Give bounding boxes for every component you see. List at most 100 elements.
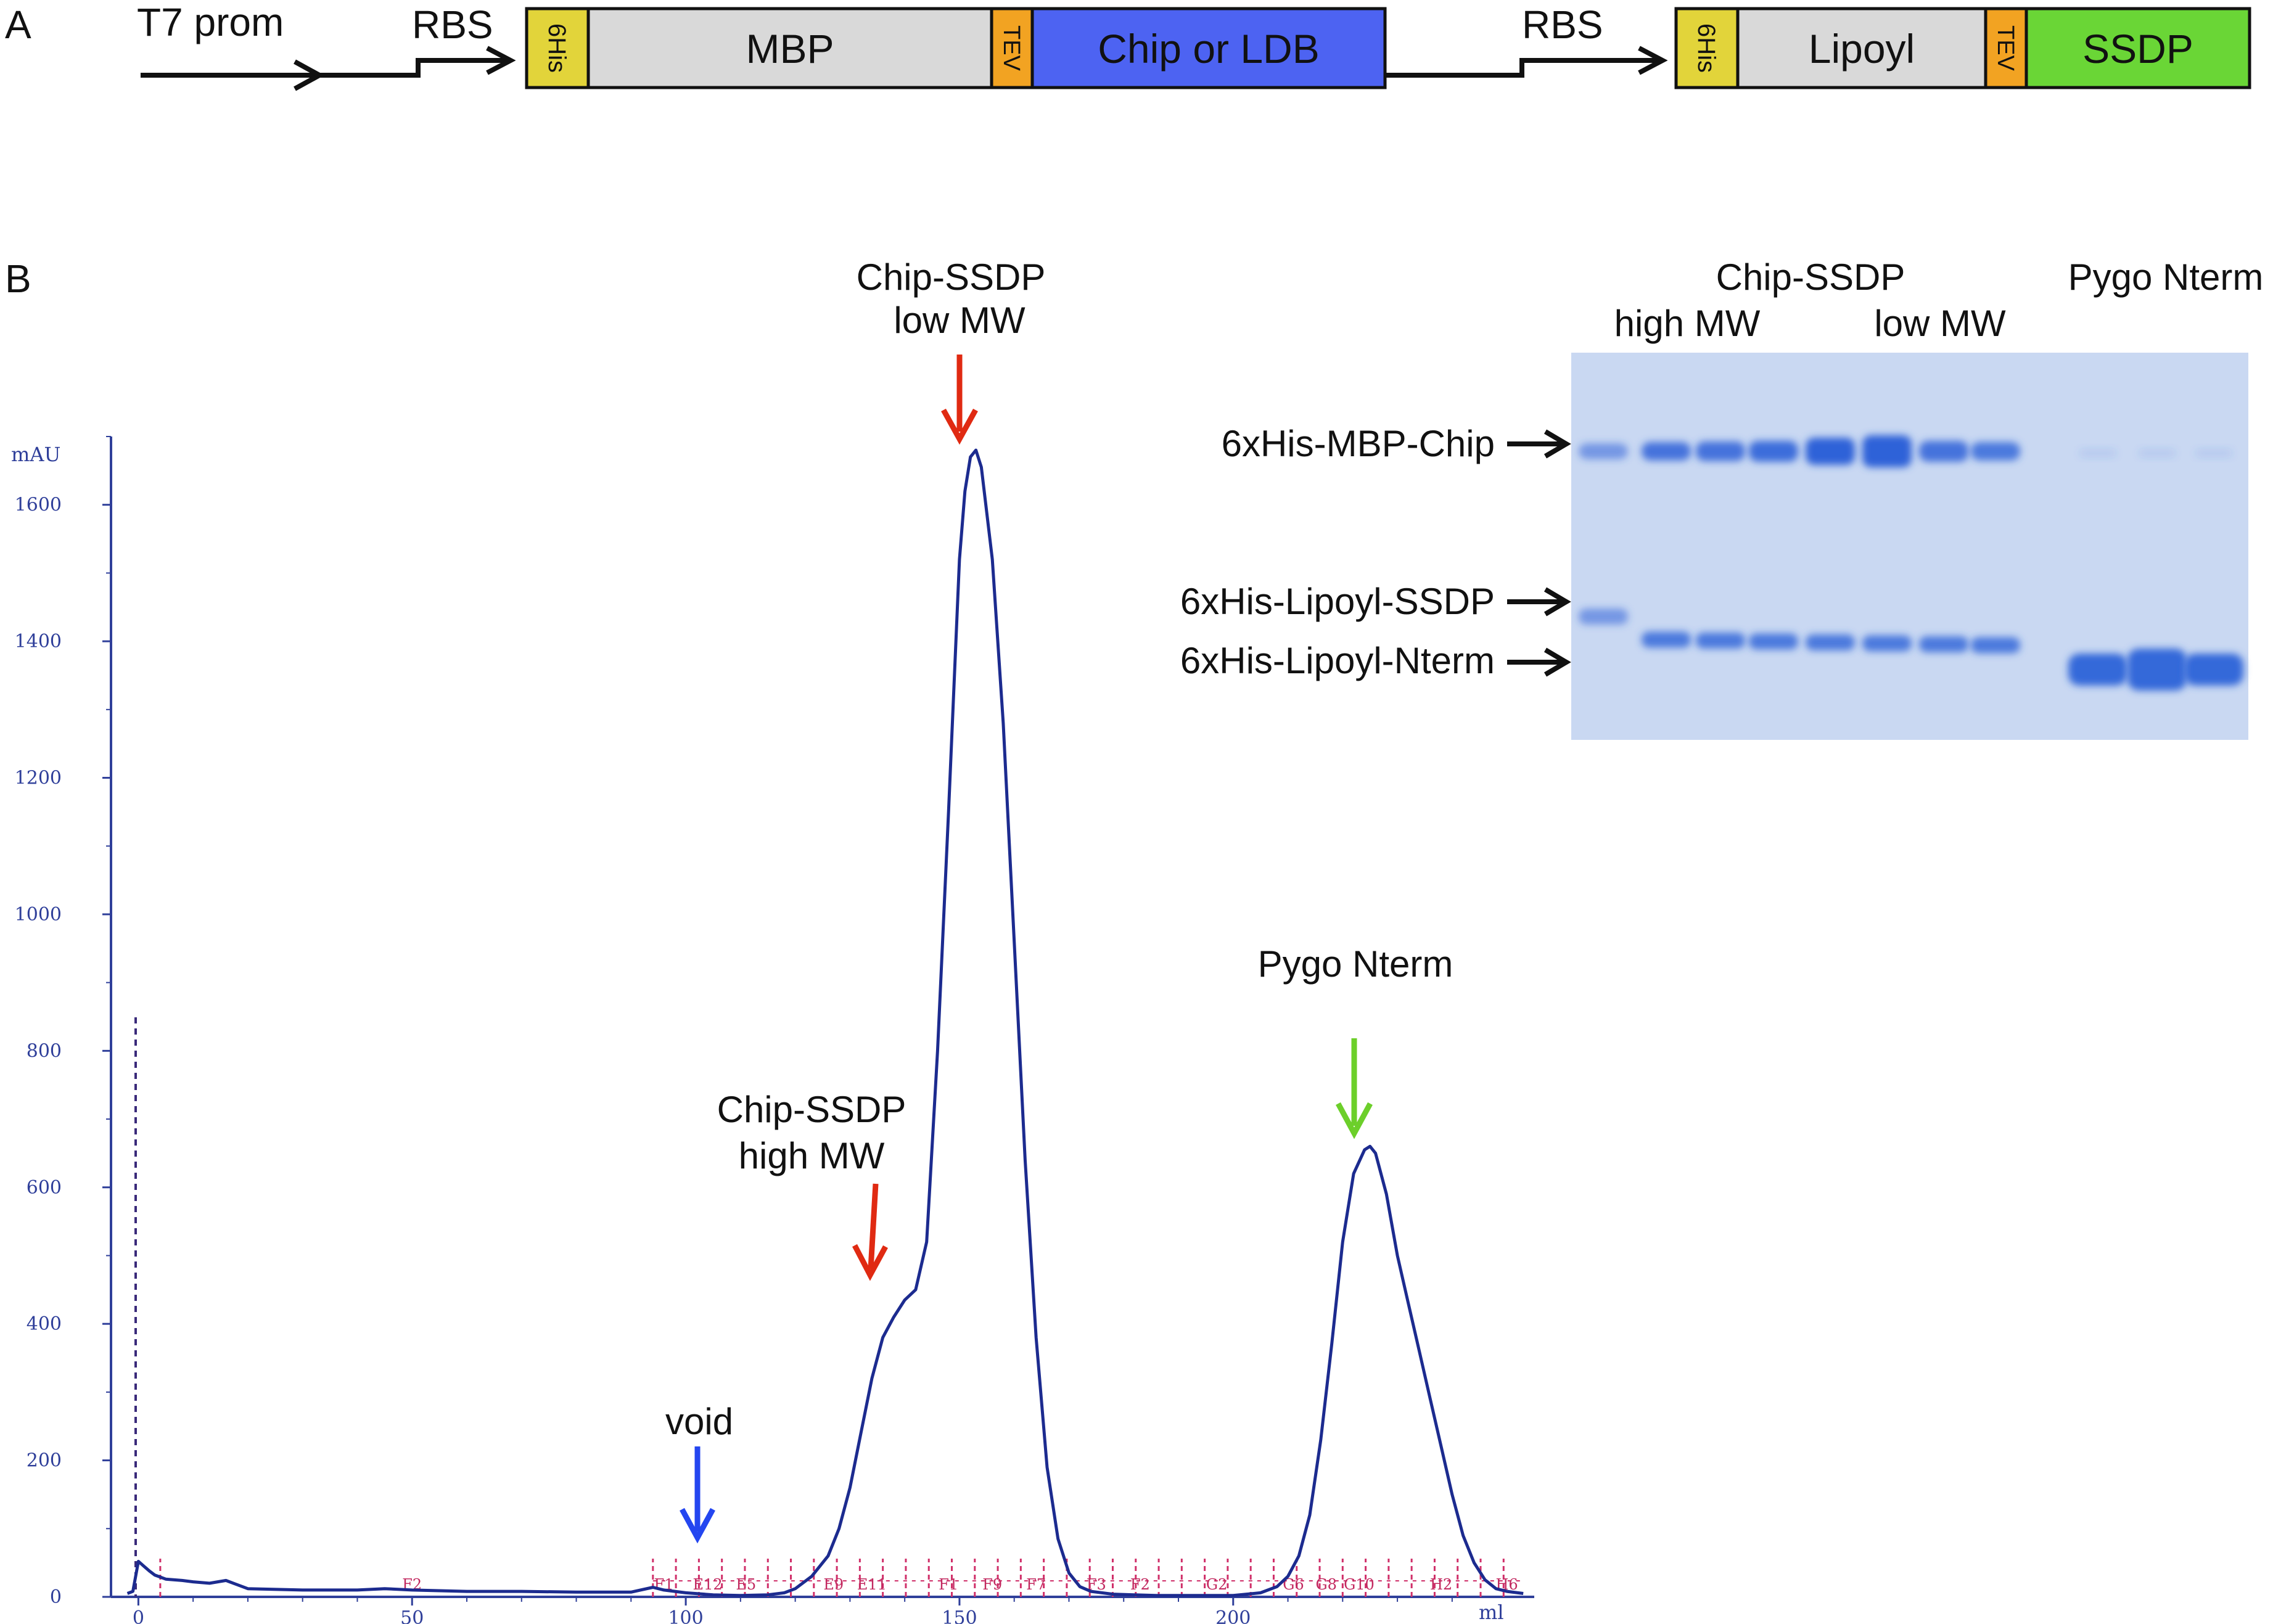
his-tag-box-2 — [1674, 7, 1740, 89]
pygo-arrow — [1336, 1038, 1373, 1139]
fraction-label: E9 — [823, 1576, 844, 1593]
band-label-lipoyl-nterm: 6xHis-Lipoyl-Nterm — [1180, 640, 1495, 681]
gel-band-faint — [2195, 449, 2232, 457]
chip-ldb-label: Chip or LDB — [1098, 26, 1320, 72]
rbs-arrowhead-1 — [486, 46, 516, 75]
gel-bands — [1579, 435, 2243, 691]
high-mw-arrow — [852, 1183, 888, 1281]
band-label-lipoyl-ssdp: 6xHis-Lipoyl-SSDP — [1180, 581, 1495, 622]
gel-band-lipoyl-nterm — [2184, 654, 2243, 686]
x-axis-unit: ml — [1479, 1601, 1504, 1624]
y-tick-label: 400 — [27, 1313, 62, 1335]
gel-header-chip-ssdp: Chip-SSDP — [1716, 256, 1905, 298]
his-tag-label-1: 6His — [543, 23, 570, 73]
gel-header-low-mw: low MW — [1874, 303, 2006, 344]
tev-label-2: TEV — [1992, 25, 2018, 72]
ssdp-box — [2024, 7, 2251, 89]
panel-a-label: A — [5, 2, 31, 47]
uv-trace-line — [126, 448, 1524, 1597]
y-axis-unit: mAU — [11, 443, 60, 466]
gel-band-lipoyl-ssdp — [1862, 635, 1912, 652]
dna-backbone — [141, 46, 1668, 91]
void-arrow — [680, 1446, 715, 1544]
lipoyl-label: Lipoyl — [1809, 26, 1915, 72]
y-tick-label: 800 — [27, 1040, 62, 1062]
construct-1: 6His MBP TEV Chip or LDB — [525, 7, 1387, 89]
x-tick-label: 0 — [133, 1607, 144, 1624]
promoter-label: T7 prom — [137, 0, 284, 44]
gel-inset: Chip-SSDP high MW low MW Pygo Nterm 6xHi… — [1180, 256, 2264, 740]
y-tick-label: 1000 — [15, 904, 62, 925]
gel-band-lipoyl-nterm — [2068, 654, 2127, 686]
y-tick-label: 1400 — [15, 631, 62, 652]
gel-header-high-mw: high MW — [1614, 303, 1761, 344]
gel-band-faint — [2079, 449, 2116, 457]
fraction-label: G8 — [1315, 1576, 1336, 1593]
gel-band-mbp-chip — [1971, 442, 2020, 461]
his-tag-box-1 — [525, 7, 590, 89]
y-tick-label: 0 — [50, 1586, 62, 1608]
gel-band-mbp-chip — [1862, 435, 1912, 467]
band-arrowhead-lipoyl-ssdp — [1543, 587, 1571, 617]
tev-label-1: TEV — [998, 25, 1024, 72]
gel-band-lipoyl-nterm — [2127, 649, 2187, 691]
fraction-label: F2 — [1130, 1576, 1150, 1593]
gel-band-lipoyl-ssdp — [1971, 637, 2020, 654]
gel-band-mbp-chip — [1642, 442, 1691, 461]
band-pointer-arrows — [1507, 429, 1571, 677]
band-label-mbp-chip: 6xHis-MBP-Chip — [1222, 423, 1495, 464]
panel-a: A T7 prom RBS RBS 6His MBP TEV Chip or L… — [5, 0, 2251, 91]
y-tick-label: 1200 — [15, 768, 62, 789]
fraction-label: F1 — [939, 1576, 958, 1593]
chromatogram-chart: mAU ml 0 200 400 600 800 1000 1200 1400 1600 0 50 1… — [11, 436, 1534, 1624]
gel-band-mbp-chip — [1696, 441, 1745, 461]
band-arrowhead-lipoyl-nterm — [1543, 647, 1571, 677]
fraction-label: E5 — [736, 1576, 756, 1593]
x-tick-label: 50 — [400, 1607, 424, 1624]
linker-line — [1385, 58, 1663, 78]
y-tick-label: 600 — [27, 1177, 62, 1199]
gel-band-lipoyl-ssdp — [1919, 636, 1968, 652]
rbs-label-1: RBS — [412, 2, 493, 47]
axis-ticks: 0 200 400 600 800 1000 1200 1400 1600 0 50 100 150 20… — [15, 436, 1453, 1624]
band-arrowhead-mbp-chip — [1543, 429, 1571, 459]
fraction-label: H2 — [1430, 1576, 1452, 1593]
void-label: void — [665, 1401, 733, 1442]
gel-band-mbp-chip — [1919, 441, 1968, 462]
x-tick-label: 150 — [942, 1607, 977, 1624]
rbs-arrow-1 — [319, 58, 511, 78]
x-tick-label: 100 — [668, 1607, 703, 1624]
fraction-label: F9 — [982, 1576, 1002, 1593]
y-tick-label: 1600 — [15, 494, 62, 516]
fraction-labels: F2 F1 E12 E5 E9 E11 F1 F9 F7 F3 F2 G2 G6 G8 G10 H2 H6 — [402, 1576, 1518, 1593]
gel-band-lipoyl-ssdp — [1696, 633, 1745, 649]
lipoyl-box — [1736, 7, 1987, 89]
chromatogram-annotations: Chip-SSDP low MW Chip-SSDP high MW void … — [665, 256, 1453, 1544]
rbs-label-2: RBS — [1522, 2, 1603, 47]
gel-header-pygo: Pygo Nterm — [2068, 256, 2264, 298]
gel-band-mbp-chip — [1806, 438, 1855, 465]
y-tick-label: 200 — [27, 1450, 62, 1472]
mbp-label: MBP — [746, 26, 834, 72]
chip-ldb-box — [1030, 7, 1387, 89]
gel-band-lipoyl-ssdp — [1642, 631, 1691, 648]
gel-band-lipoyl-ssdp — [1749, 633, 1798, 650]
panel-b-label: B — [5, 256, 31, 301]
gel-band-lipoyl-ssdp — [1579, 609, 1628, 625]
construct-2: 6His Lipoyl TEV SSDP — [1674, 7, 2251, 89]
gel-band-faint — [2139, 449, 2176, 457]
his-tag-label-2: 6His — [1693, 23, 1720, 73]
high-mw-label-line1: Chip-SSDP — [717, 1089, 906, 1130]
fraction-label: E11 — [857, 1576, 887, 1593]
fraction-label: E12 — [693, 1576, 723, 1593]
gel-band-mbp-chip — [1579, 443, 1628, 459]
gel-band-lipoyl-ssdp — [1806, 634, 1855, 650]
rbs-arrowhead-2 — [1638, 46, 1668, 75]
pygo-label: Pygo Nterm — [1258, 943, 1453, 985]
fraction-label: F7 — [1026, 1576, 1046, 1593]
low-mw-arrow — [941, 355, 978, 445]
x-tick-label: 200 — [1215, 1607, 1251, 1624]
gel-band-mbp-chip — [1749, 441, 1798, 462]
low-mw-label-line1: Chip-SSDP — [857, 256, 1046, 298]
